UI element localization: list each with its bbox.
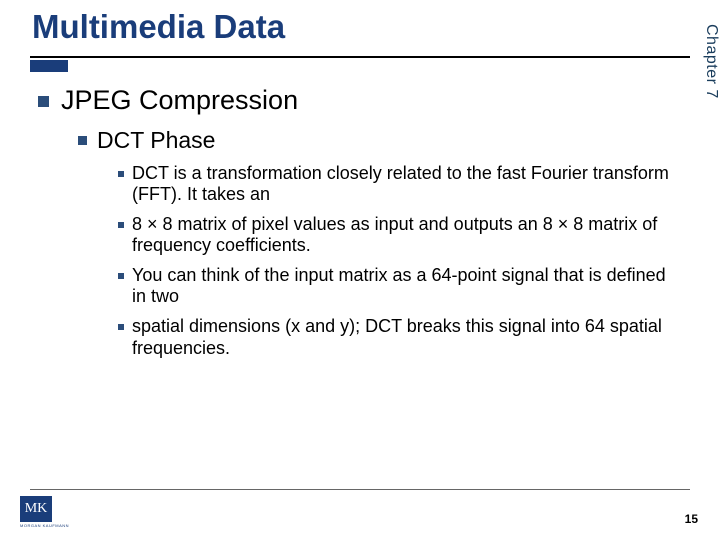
bullet-lvl3: 8 × 8 matrix of pixel values as input an… (118, 214, 670, 257)
bullet-lvl2: DCT Phase (78, 126, 670, 155)
bullet-lvl3: DCT is a transformation closely related … (118, 163, 670, 206)
logo-box: MK (20, 496, 52, 522)
footer-divider (30, 489, 690, 490)
content-area: JPEG Compression DCT Phase DCT is a tran… (38, 84, 670, 363)
lvl3-text: 8 × 8 matrix of pixel values as input an… (132, 214, 670, 257)
lvl3-text: spatial dimensions (x and y); DCT breaks… (132, 316, 670, 359)
slide-title: Multimedia Data (30, 8, 690, 46)
page-number: 15 (685, 512, 698, 526)
slide: Chapter 7 Multimedia Data JPEG Compressi… (0, 0, 720, 540)
logo-subtitle: MORGAN KAUFMANN (20, 523, 70, 528)
lvl2-text: DCT Phase (97, 126, 215, 155)
title-underline-thick (30, 60, 68, 72)
chapter-tab: Chapter 7 (694, 0, 720, 116)
bullet-square-icon (78, 136, 87, 145)
lvl1-text: JPEG Compression (61, 84, 298, 118)
bullet-square-icon (118, 171, 124, 177)
bullet-lvl1: JPEG Compression (38, 84, 670, 118)
bullet-square-icon (118, 222, 124, 228)
bullet-square-icon (118, 324, 124, 330)
publisher-logo: MK MORGAN KAUFMANN (20, 496, 70, 530)
bullet-square-icon (38, 96, 49, 107)
title-underline-thin (30, 56, 690, 58)
title-bar: Multimedia Data (30, 8, 690, 46)
bullet-lvl3: spatial dimensions (x and y); DCT breaks… (118, 316, 670, 359)
bullet-lvl3: You can think of the input matrix as a 6… (118, 265, 670, 308)
lvl3-text: DCT is a transformation closely related … (132, 163, 670, 206)
bullet-square-icon (118, 273, 124, 279)
lvl3-text: You can think of the input matrix as a 6… (132, 265, 670, 308)
logo-letters: MK (25, 501, 48, 517)
